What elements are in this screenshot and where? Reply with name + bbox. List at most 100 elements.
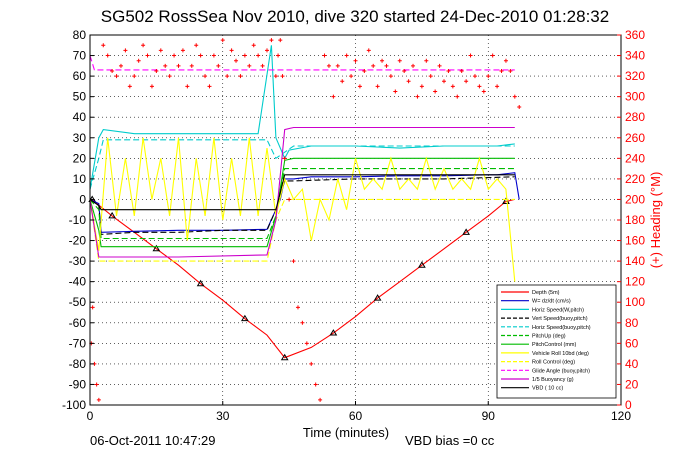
y-tick-label: -60 bbox=[69, 316, 87, 330]
y-tick-label: -70 bbox=[69, 336, 87, 350]
heading-point bbox=[198, 53, 203, 58]
legend-label: Roll Control (deg) bbox=[532, 360, 575, 366]
legend-label: Horiz Speed(W,pitch) bbox=[532, 307, 584, 313]
heading-point bbox=[380, 58, 385, 63]
heading-point bbox=[189, 63, 194, 68]
right-tick-label: 0 bbox=[625, 398, 632, 412]
depth-marker bbox=[373, 294, 382, 301]
y-tick-label: 0 bbox=[79, 192, 86, 206]
heading-point bbox=[517, 104, 522, 109]
right-tick-label: 100 bbox=[625, 295, 645, 309]
heading-point bbox=[349, 74, 354, 79]
heading-point bbox=[411, 63, 416, 68]
y-tick-label: 20 bbox=[73, 151, 87, 165]
x-tick-label: 120 bbox=[611, 409, 631, 423]
x-tick-label: 0 bbox=[87, 409, 94, 423]
x-axis-ticks: 0 30 60 90 120 bbox=[87, 401, 631, 423]
depth-marker bbox=[152, 244, 161, 252]
heading-point bbox=[366, 48, 371, 53]
right-axis-ticks: 0 20 40 60 80 100 120 140 160 180 200 220 240 260 280 3… bbox=[617, 28, 645, 412]
y-tick-label: 80 bbox=[73, 28, 87, 42]
legend-label: Glide Angle (buoy,pitch) bbox=[532, 368, 590, 374]
heading-point bbox=[375, 84, 380, 89]
heading-point bbox=[105, 53, 110, 58]
heading-point bbox=[280, 74, 285, 79]
heading-point bbox=[176, 63, 181, 68]
heading-point bbox=[123, 48, 128, 53]
legend-label: 1/5 Buoyancy (g) bbox=[532, 377, 574, 383]
heading-point bbox=[211, 53, 216, 58]
heading-point bbox=[304, 341, 309, 346]
heading-point bbox=[220, 38, 225, 43]
heading-point bbox=[90, 305, 95, 310]
right-tick-label: 280 bbox=[625, 110, 645, 124]
y-tick-label: -20 bbox=[69, 234, 87, 248]
x-tick-label: 90 bbox=[482, 409, 496, 423]
series-line-11 bbox=[89, 174, 515, 211]
heading-point bbox=[402, 68, 407, 73]
heading-point bbox=[433, 89, 438, 94]
heading-point bbox=[282, 156, 287, 161]
legend-label: PitchControl (mm) bbox=[532, 342, 576, 348]
heading-point bbox=[331, 94, 336, 99]
depth-marker bbox=[196, 279, 205, 287]
depth-marker bbox=[108, 211, 117, 219]
heading-point bbox=[326, 63, 331, 68]
heading-point bbox=[318, 397, 323, 402]
heading-point bbox=[424, 58, 429, 63]
heading-point bbox=[481, 89, 486, 94]
heading-point bbox=[393, 89, 398, 94]
legend-label: Horiz Speed(buoy,pitch) bbox=[532, 325, 591, 331]
heading-point bbox=[384, 63, 389, 68]
right-tick-label: 20 bbox=[625, 377, 639, 391]
depth-marker bbox=[280, 353, 289, 361]
series-line-4 bbox=[89, 139, 515, 190]
heading-point bbox=[428, 74, 433, 79]
heading-point bbox=[419, 84, 424, 89]
right-tick-label: 80 bbox=[625, 316, 639, 330]
heading-point bbox=[287, 197, 292, 202]
right-tick-label: 180 bbox=[625, 213, 645, 227]
heading-markers bbox=[89, 38, 522, 402]
heading-point bbox=[225, 74, 230, 79]
right-tick-label: 260 bbox=[625, 131, 645, 145]
heading-point bbox=[415, 94, 420, 99]
heading-point bbox=[180, 48, 185, 53]
right-tick-label: 240 bbox=[625, 151, 645, 165]
y-tick-label: -30 bbox=[69, 254, 87, 268]
depth-marker bbox=[329, 329, 338, 336]
series-line-5 bbox=[89, 168, 515, 240]
heading-point bbox=[499, 68, 504, 73]
heading-point bbox=[508, 68, 513, 73]
chart-title: SG502 RossSea Nov 2010, dive 320 started… bbox=[101, 7, 609, 26]
legend-label: Vert Speed(buoy,pitch) bbox=[532, 316, 588, 322]
heading-point bbox=[503, 58, 508, 63]
heading-point bbox=[291, 259, 296, 264]
heading-point bbox=[94, 382, 99, 387]
heading-point bbox=[464, 79, 469, 84]
heading-point bbox=[242, 53, 247, 58]
heading-point bbox=[203, 74, 208, 79]
heading-point bbox=[490, 53, 495, 58]
legend-label: Depth (5m) bbox=[532, 290, 560, 296]
footer-date: 06-Oct-2011 10:47:29 bbox=[90, 433, 216, 448]
series-line-8 bbox=[89, 198, 515, 262]
heading-point bbox=[388, 74, 393, 79]
right-tick-label: 200 bbox=[625, 192, 645, 206]
heading-point bbox=[158, 48, 163, 53]
series-layer bbox=[88, 45, 520, 361]
heading-point bbox=[459, 68, 464, 73]
heading-point bbox=[442, 79, 446, 84]
heading-point bbox=[110, 68, 115, 73]
heading-point bbox=[185, 84, 190, 89]
right-tick-label: 40 bbox=[625, 357, 639, 371]
depth-marker bbox=[462, 228, 471, 235]
heading-point bbox=[194, 43, 199, 48]
right-tick-label: 360 bbox=[625, 28, 645, 42]
y-tick-label: -80 bbox=[69, 357, 87, 371]
heading-point bbox=[234, 58, 239, 63]
heading-point bbox=[309, 361, 314, 366]
heading-point bbox=[141, 43, 146, 48]
right-tick-label: 220 bbox=[625, 172, 645, 186]
